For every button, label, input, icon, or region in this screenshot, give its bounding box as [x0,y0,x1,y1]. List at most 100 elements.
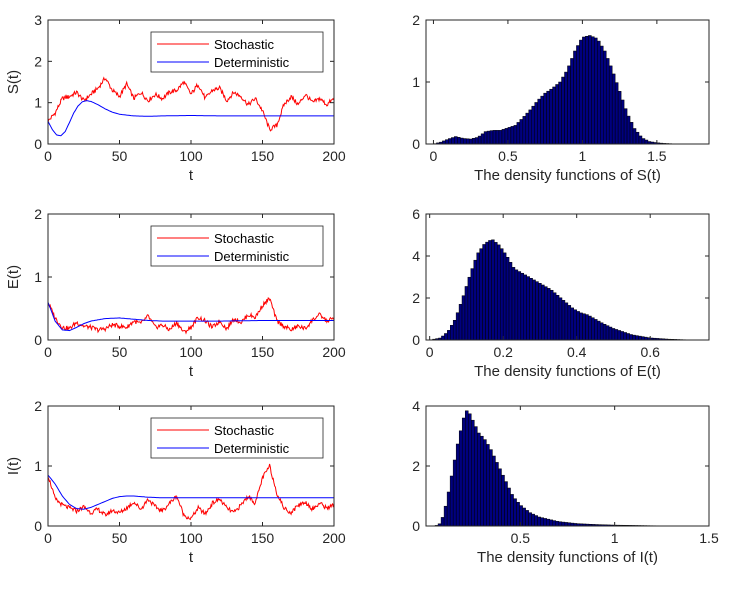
x-tick-label: 0.5 [498,148,518,164]
x-tick-label: 1 [578,148,586,164]
histogram-bar [537,516,541,526]
histogram-bar [468,413,472,526]
legend-label-stochastic: Stochastic [214,423,274,438]
histogram-bar [534,102,538,144]
histogram-bar [546,90,550,144]
histogram-bar [444,333,448,340]
histogram-bar [576,311,580,340]
x-tick-label: 0.6 [640,344,660,360]
histogram-bar [479,248,483,340]
y-tick-label: 4 [412,248,420,264]
series-line-stochastic-E_time [48,297,334,335]
histogram-bar [446,491,451,526]
histogram-bar [540,95,544,144]
histogram-bar [555,295,560,340]
y-tick-label: 1 [34,95,42,111]
histogram-bar [564,522,569,526]
legend-box [150,31,324,73]
histogram-bar [498,468,502,526]
histogram-bar [564,71,568,144]
histogram-bar [552,292,557,340]
histogram-bar [597,320,601,340]
histogram-bar [531,105,535,144]
histogram-bar [547,288,551,340]
histogram-bar [594,37,598,144]
histogram-bar [460,137,464,144]
histogram-bar [477,432,481,526]
histogram-bar [477,135,482,144]
histogram-bar [608,326,613,340]
histogram-bar [617,91,622,144]
histogram-bar [454,136,458,144]
histogram-bar [457,137,461,144]
series-line-stochastic-I_time [48,463,334,521]
x-tick-label: 50 [112,344,128,360]
histogram-bar [510,126,515,144]
histogram-bar [570,307,574,340]
histogram-bar [447,330,451,340]
histogram-bar [458,430,463,526]
histogram-bar [549,519,554,526]
y-tick-label: 4 [412,398,420,414]
histogram-bar [522,507,526,526]
subplot-S_time: 0 50 100 150 200 0 1 2 3 t S(t) Stochastic Determini… [5,12,346,184]
x-axis-label: The density functions of E(t) [474,363,661,380]
histogram-bar [597,40,601,144]
y-tick-label: 0 [34,136,42,152]
series-line-deterministic-E_time [48,302,334,332]
x-tick-label: 0.5 [511,530,531,546]
x-tick-label: 0 [426,344,434,360]
x-axis-label: t [189,549,194,566]
histogram-bar [498,130,503,144]
legend-label-deterministic: Deterministic [214,441,290,456]
histogram-bar [504,481,508,526]
y-tick-label: 0 [412,332,420,348]
plot-area-E_time [48,297,334,335]
histogram-bar [620,99,625,144]
histogram-bar [451,137,455,144]
histogram-bar [525,112,530,144]
histogram-bar [629,122,634,144]
series-line-deterministic-I_time [48,474,334,510]
histogram-bar [455,443,460,526]
histogram-bar [532,279,536,340]
histogram-bar [455,312,460,340]
subplot-E_density: 0 0.2 0.4 0.6 0 2 4 6 The density functions of E… [412,206,710,380]
histogram-bar [497,244,501,340]
histogram-bar [499,248,504,340]
histogram-bar [492,130,497,144]
histogram-bar [461,295,466,340]
histogram-bar [495,462,499,526]
x-tick-label: 0.4 [567,344,587,360]
y-tick-label: 0 [412,136,420,152]
histogram-bar [582,313,586,340]
x-tick-label: 1 [611,530,619,546]
histogram-bar [526,276,530,340]
histogram-bar [474,137,479,144]
histogram-bar [488,240,492,340]
y-tick-label: 1 [34,269,42,285]
legend-I_time: Stochastic Deterministic [150,417,324,459]
histogram-bar [468,138,473,144]
histogram-bar [505,257,510,340]
histogram-bar [464,286,469,340]
histogram-bar [462,138,467,144]
y-tick-label: 0 [34,332,42,348]
histogram-bar [552,520,557,526]
legend-label-stochastic: Stochastic [214,37,274,52]
histogram-bar [465,138,470,144]
histogram-bar [519,119,524,144]
histogram-bar [489,130,494,144]
y-tick-label: 2 [34,53,42,69]
y-tick-label: 1 [34,458,42,474]
histogram-bar [507,487,511,526]
histogram-bar [617,330,622,340]
histogram-bar [582,36,586,144]
histogram-bar [483,131,488,144]
x-tick-label: 0.2 [493,344,513,360]
x-tick-label: 0 [44,530,52,546]
histogram-bar [543,92,547,144]
histogram-bar [614,82,619,144]
subplot-I_time: 0 50 100 150 200 0 1 2 t I(t) Stochastic Determinis… [5,398,346,566]
